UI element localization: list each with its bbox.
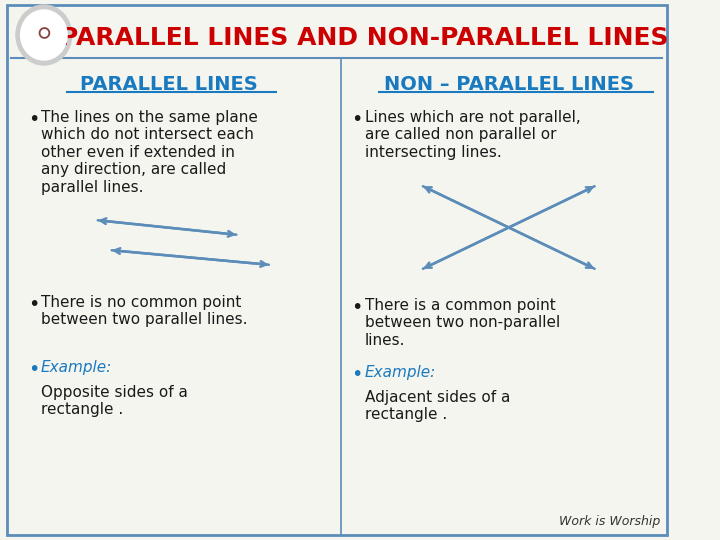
Text: •: • [28, 110, 40, 129]
Text: Adjacent sides of a
rectangle .: Adjacent sides of a rectangle . [364, 390, 510, 422]
Text: Example:: Example: [364, 365, 436, 380]
Text: There is no common point
between two parallel lines.: There is no common point between two par… [41, 295, 248, 327]
Text: •: • [351, 365, 362, 384]
Text: •: • [28, 360, 40, 379]
Circle shape [16, 5, 72, 65]
Text: Work is Worship: Work is Worship [559, 515, 660, 528]
Text: The lines on the same plane
which do not intersect each
other even if extended i: The lines on the same plane which do not… [41, 110, 258, 194]
Text: Lines which are not parallel,
are called non parallel or
intersecting lines.: Lines which are not parallel, are called… [364, 110, 580, 160]
Text: NON – PARALLEL LINES: NON – PARALLEL LINES [384, 76, 634, 94]
Text: •: • [28, 295, 40, 314]
Text: •: • [351, 298, 362, 317]
FancyBboxPatch shape [6, 5, 667, 535]
Text: Example:: Example: [41, 360, 112, 375]
Text: PARALLEL LINES: PARALLEL LINES [81, 76, 258, 94]
Text: PARALLEL LINES AND NON-PARALLEL LINES: PARALLEL LINES AND NON-PARALLEL LINES [60, 26, 669, 50]
Text: There is a common point
between two non-parallel
lines.: There is a common point between two non-… [364, 298, 560, 348]
Text: ⚪: ⚪ [33, 23, 54, 47]
Text: Opposite sides of a
rectangle .: Opposite sides of a rectangle . [41, 385, 188, 417]
Text: •: • [351, 110, 362, 129]
Circle shape [21, 10, 67, 60]
